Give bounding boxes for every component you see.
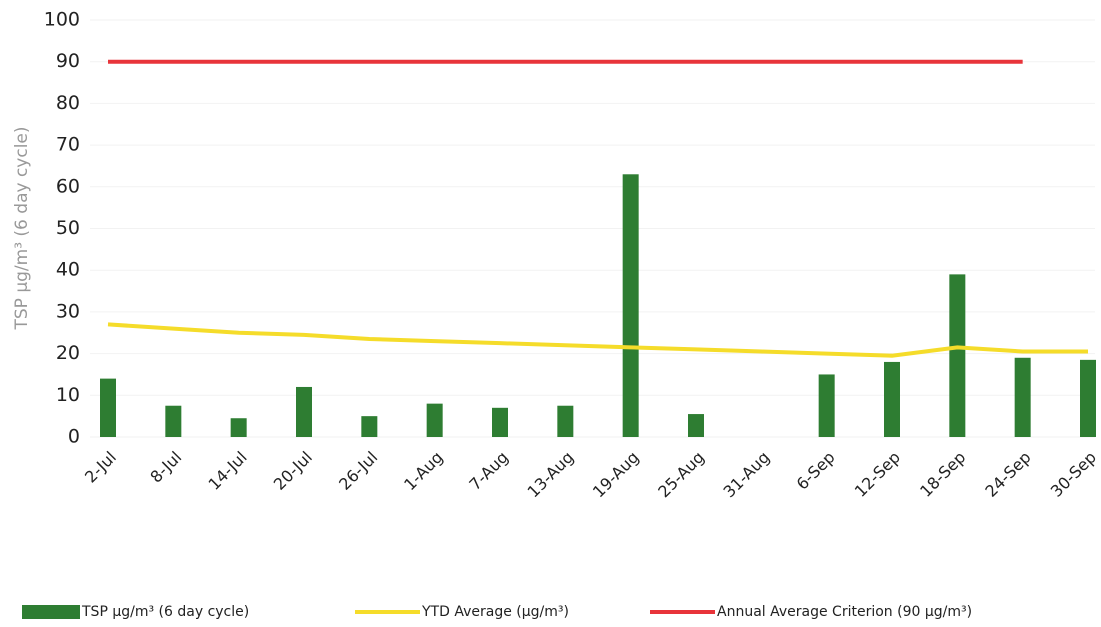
y-tick-label: 70	[56, 134, 80, 156]
y-tick-label: 90	[56, 50, 80, 72]
bar	[949, 274, 966, 437]
y-tick-label: 100	[44, 9, 80, 31]
bar	[884, 361, 900, 437]
x-tick-label: 18-Sep	[916, 448, 969, 501]
line	[107, 322, 1088, 358]
legend-label: Annual Average Criterion (90 µg/m³)	[717, 604, 972, 620]
x-tick-label: 6-Sep	[793, 448, 839, 494]
bar	[688, 414, 704, 437]
y-tick-label: 40	[56, 259, 80, 281]
bar	[296, 386, 312, 437]
bar	[818, 374, 835, 437]
y-tick-label: 50	[56, 217, 80, 239]
x-tick-label: 20-Jul	[270, 448, 316, 494]
bar	[230, 418, 247, 437]
y-tick-label: 10	[56, 384, 80, 406]
bar	[165, 405, 182, 437]
x-tick-label: 1-Aug	[400, 448, 447, 495]
x-tick-label: 26-Jul	[335, 448, 381, 494]
y-tick-label: 20	[56, 342, 80, 364]
y-tick-label: 0	[68, 426, 80, 448]
legend-label: YTD Average (µg/m³)	[421, 604, 569, 620]
y-tick-label: 60	[56, 175, 80, 197]
bar	[492, 407, 508, 437]
x-tick-label: 19-Aug	[589, 448, 643, 502]
bar	[1014, 357, 1031, 437]
y-axis-label: TSP µg/m³ (6 day cycle)	[12, 126, 32, 330]
bar	[622, 174, 639, 438]
y-tick-label: 30	[56, 300, 80, 322]
x-tick-label: 12-Sep	[851, 448, 904, 501]
x-tick-label: 25-Aug	[654, 448, 708, 502]
legend-label: TSP µg/m³ (6 day cycle)	[81, 604, 249, 620]
x-tick-label: 14-Jul	[204, 448, 250, 494]
x-tick-label: 30-Sep	[1047, 448, 1100, 501]
x-tick-label: 13-Aug	[524, 448, 578, 502]
bar	[426, 403, 443, 437]
legend-swatch	[22, 605, 80, 619]
bar	[100, 378, 116, 437]
bar	[1080, 359, 1096, 437]
bar	[557, 405, 574, 437]
x-tick-label: 31-Aug	[720, 448, 774, 502]
x-tick-label: 24-Sep	[981, 448, 1034, 501]
x-tick-label: 7-Aug	[465, 448, 512, 495]
x-tick-label: 8-Jul	[146, 448, 185, 487]
y-tick-label: 80	[56, 92, 80, 114]
x-tick-label: 2-Jul	[81, 448, 120, 487]
bar	[361, 416, 378, 437]
